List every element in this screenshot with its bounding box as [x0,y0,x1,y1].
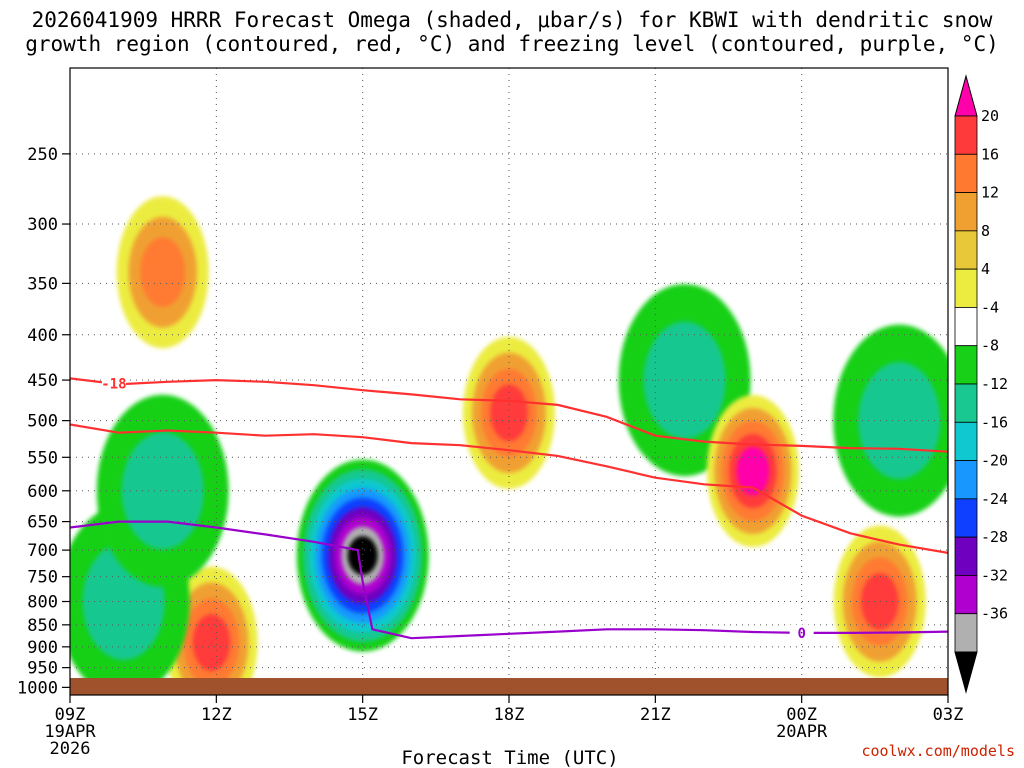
y-tick-label: 850 [27,616,58,636]
contour-label--18: -18 [101,377,126,393]
omega-feature-0 [116,196,209,349]
x-tick-label: 18Z [494,705,525,725]
colorbar-segment [954,153,978,193]
contour-label-bg [101,375,126,392]
contour--18 [70,377,948,453]
omega-level-20 [736,446,770,496]
y-tick-label: 550 [27,448,58,468]
omega-feature-2 [296,459,429,652]
colorbar-label: -12 [981,375,1008,393]
x-tick-label: 03Z [933,705,964,725]
colorbar-segment [954,192,978,232]
x-tick-label: 15Z [347,705,378,725]
x-axis-label: Forecast Time (UTC) [401,747,618,768]
x-tick-year: 2026 [50,739,91,759]
plot-area: -18 0 [69,67,949,696]
omega-level-12 [140,237,186,308]
y-tick-label: 800 [27,593,58,613]
y-axis-ticks: 2503003504004505005506006507007508008509… [17,145,70,698]
y-tick-label: 700 [27,541,58,561]
colorbar-label: 4 [981,260,990,278]
colorbar-segment [954,383,978,423]
y-tick-label: 400 [27,326,58,346]
omega-feature-7 [706,395,799,548]
colorbar-segment [954,230,978,270]
omega-level-16 [860,573,899,630]
contour-0 [70,520,948,640]
colorbar-label: -32 [981,566,1008,584]
x-tick-label: 00Z [786,705,817,725]
chart-title-line2: growth region (contoured, red, °C) and f… [25,32,999,56]
colorbar-segment [954,536,978,576]
omega-level--36 [347,536,378,575]
contour-lines: -18 0 [70,375,948,642]
chart-title-line1: 2026041909 HRRR Forecast Omega (shaded, … [32,8,993,32]
y-tick-label: 650 [27,513,58,533]
omega-level-16 [490,384,528,442]
colorbar-bottom-arrow [954,651,978,694]
y-tick-label: 600 [27,482,58,502]
colorbar-label: -20 [981,452,1008,470]
colorbar-segment [954,345,978,385]
colorbar-label: 12 [981,184,999,202]
omega-feature-9 [833,324,948,517]
y-tick-label: 350 [27,274,58,294]
colorbar-top-arrow [954,74,978,117]
omega-level--8 [121,432,204,550]
omega-level--8 [643,321,726,439]
colorbar-label: -4 [981,298,999,316]
colorbar-segment [954,575,978,615]
colorbar-segment [954,307,978,347]
x-tick-date: 20APR [776,722,828,742]
y-tick-label: 450 [27,371,58,391]
x-tick-date: 19APR [44,722,96,742]
y-tick-label: 750 [27,568,58,588]
y-tick-label: 900 [27,638,58,658]
colorbar-label: -24 [981,490,1008,508]
colorbar-segment [954,460,978,500]
omega-level-16 [192,614,231,671]
colorbar-segment [954,613,978,653]
colorbar-label: -16 [981,413,1008,431]
y-tick-label: 500 [27,412,58,432]
colorbar-label: -28 [981,528,1008,546]
y-tick-label: 950 [27,659,58,679]
omega-level--8 [858,362,941,480]
colorbar-segment [954,498,978,538]
x-tick-label: 09Z [55,705,86,725]
colorbar-label: -8 [981,337,999,355]
omega-feature-5 [463,336,555,489]
colorbar: 20 16 12 8 4 -4 -8 -12 -16 -20 -24 -28 -32 -36 [954,74,1008,694]
colorbar-label: 20 [981,107,999,125]
source-credit: coolwx.com/models [861,742,1015,760]
x-tick-label: 12Z [201,705,232,725]
y-tick-label: 1000 [17,678,58,698]
y-tick-label: 300 [27,215,58,235]
colorbar-segment [954,268,978,308]
colorbar-segment [954,115,978,155]
colorbar-label: 16 [981,145,999,163]
omega-feature-8 [833,525,926,678]
x-tick-label: 21Z [640,705,671,725]
colorbar-segment [954,421,978,461]
omega-feature-4 [96,394,229,587]
contour--12 [70,423,948,554]
colorbar-label: -36 [981,605,1008,623]
omega-shading [70,196,948,695]
contour-label-bg [789,624,814,641]
y-tick-label: 250 [27,145,58,165]
ground-surface-band [70,678,948,695]
colorbar-label: 8 [981,222,990,240]
contour-label-0: 0 [797,626,805,642]
